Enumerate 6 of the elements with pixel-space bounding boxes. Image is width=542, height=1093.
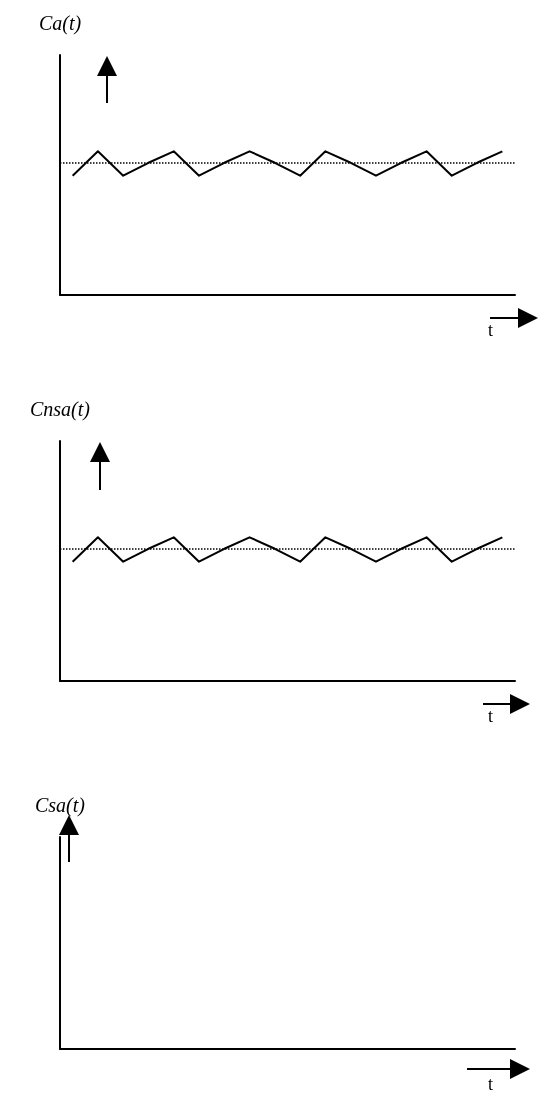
y-axis-title: Cnsa(t) [30,398,91,421]
text: t [487,1074,493,1093]
text: Csa(t) [35,794,86,817]
x-axis-title: t [487,706,493,726]
y-axis-title: Ca(t) [38,12,82,35]
x-axis-title: t [487,320,493,340]
